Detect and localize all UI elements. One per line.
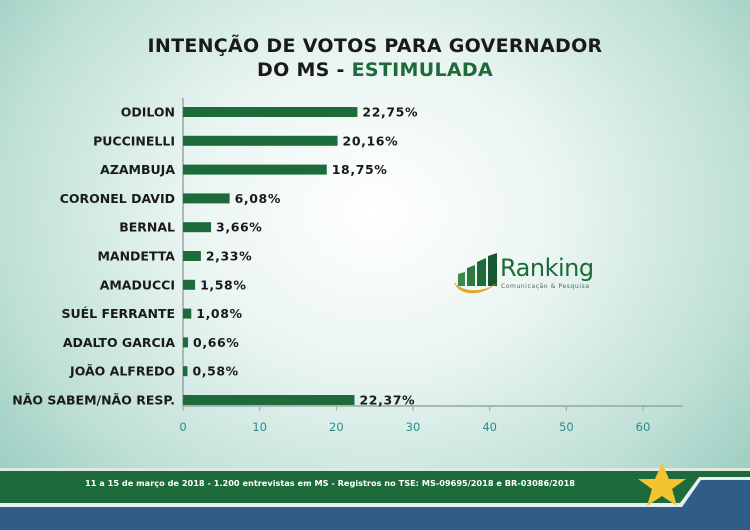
- bar: [183, 366, 188, 377]
- x-tick-label: 10: [252, 420, 267, 434]
- value-label: 0,66%: [193, 335, 239, 350]
- category-label: PUCCINELLI: [93, 133, 175, 148]
- category-label: BERNAL: [119, 220, 175, 235]
- bar: [183, 135, 338, 146]
- title-line-2: DO MS - ESTIMULADA: [0, 58, 750, 82]
- ranking-logo-word: Ranking: [500, 254, 594, 282]
- footer-blue-band: [0, 478, 750, 530]
- value-label: 3,66%: [216, 220, 262, 235]
- category-label: AMADUCCI: [100, 277, 175, 292]
- bar: [183, 279, 196, 290]
- value-label: 0,58%: [192, 364, 238, 379]
- value-label: 22,75%: [362, 105, 418, 120]
- title-line-2-prefix: DO MS: [257, 59, 330, 81]
- x-tick-label: 40: [482, 420, 497, 434]
- value-label: 20,16%: [343, 133, 399, 148]
- category-label: ADALTO GARCIA: [63, 335, 176, 350]
- value-label: 6,08%: [235, 191, 281, 206]
- bar: [183, 251, 201, 261]
- bar: [183, 395, 355, 405]
- value-label: 22,37%: [360, 393, 416, 408]
- bar: [183, 107, 358, 117]
- bar: [183, 337, 189, 348]
- category-label: ODILON: [121, 105, 175, 120]
- value-label: 18,75%: [332, 162, 388, 177]
- star-icon: [638, 463, 686, 506]
- footer-note: 11 a 15 de março de 2018 - 1.200 entrevi…: [85, 478, 575, 488]
- ranking-logo-mark-icon: [454, 253, 498, 294]
- category-label: JOÃO ALFREDO: [69, 364, 175, 379]
- bar: [183, 193, 230, 204]
- chart-title: INTENÇÃO DE VOTOS PARA GOVERNADOR DO MS …: [0, 34, 750, 82]
- category-label: CORONEL DAVID: [60, 191, 175, 206]
- category-label: MANDETTA: [97, 249, 175, 264]
- x-tick-label: 50: [559, 420, 574, 434]
- value-label: 2,33%: [206, 249, 252, 264]
- ranking-logo-subtitle: Comunicação & Pesquisa: [501, 283, 590, 290]
- category-label: SUÉL FERRANTE: [61, 306, 175, 321]
- x-tick-label: 60: [636, 420, 651, 434]
- category-label: NÃO SABEM/NÃO RESP.: [12, 393, 175, 408]
- x-tick-label: 20: [329, 420, 344, 434]
- bar-chart: 0 10 20 30 40 50 60 ODILON 22,75% PUCCINELLI 20,16…: [12, 98, 683, 434]
- title-line-1: INTENÇÃO DE VOTOS PARA GOVERNADOR: [147, 35, 603, 57]
- value-label: 1,58%: [200, 277, 246, 292]
- footer-top-line: [0, 468, 750, 471]
- title-line-2-separator: -: [329, 59, 352, 81]
- bar: [183, 164, 327, 175]
- ranking-logo: Ranking Comunicação & Pesquisa: [452, 252, 612, 302]
- bar: [183, 308, 192, 319]
- bar: [183, 222, 212, 233]
- x-tick-label: 0: [179, 420, 186, 434]
- value-label: 1,08%: [196, 306, 242, 321]
- x-tick-label: 30: [406, 420, 421, 434]
- title-highlight: ESTIMULADA: [351, 59, 493, 81]
- category-label: AZAMBUJA: [100, 162, 175, 177]
